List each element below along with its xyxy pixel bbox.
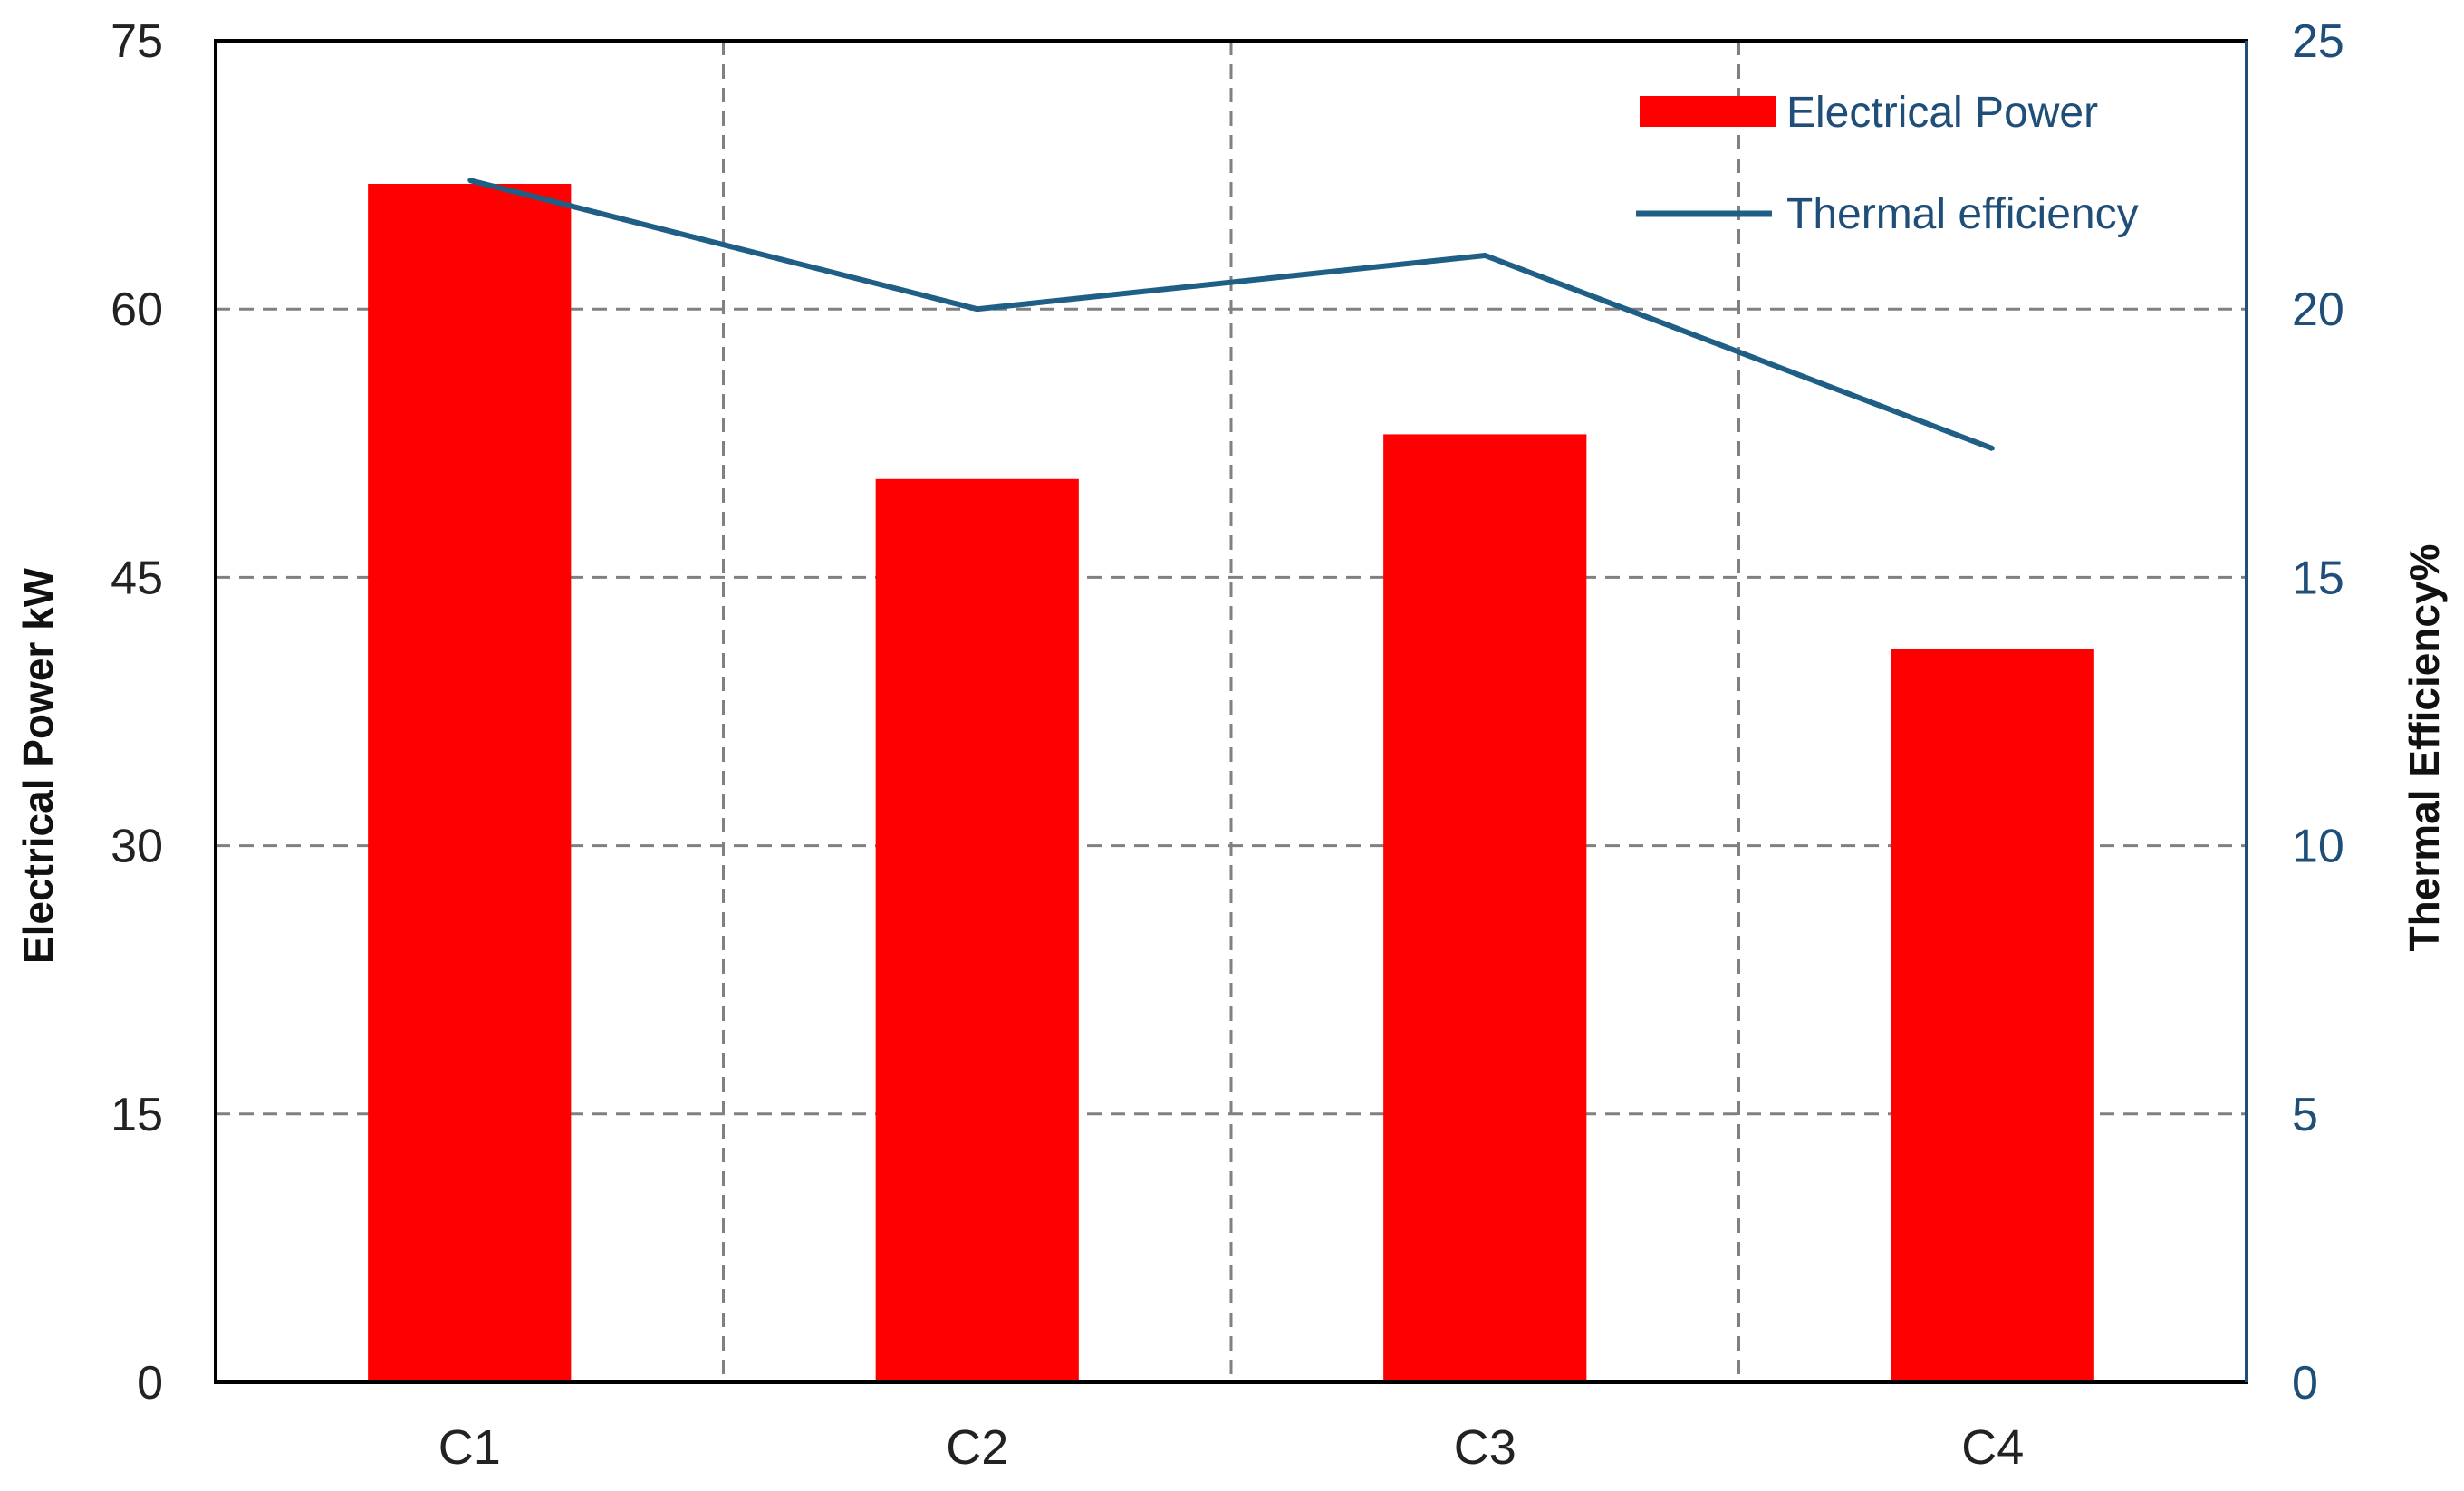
y-tick-label: 45 <box>111 552 163 604</box>
bar-series <box>368 183 2094 1383</box>
y-axis-title: Electrical Power kW <box>14 567 62 964</box>
legend: Electrical Power Thermal efficiency <box>1636 89 2139 238</box>
x-tick-label: C3 <box>1454 1420 1516 1475</box>
bar-c4 <box>1891 649 2094 1382</box>
y2-tick-label: 20 <box>2292 284 2344 336</box>
y2-tick-label: 15 <box>2292 552 2344 604</box>
y-tick-label: 15 <box>111 1089 163 1141</box>
y-tick-label: 60 <box>111 284 163 336</box>
y2-tick-label: 5 <box>2292 1089 2318 1141</box>
y-tick-label: 30 <box>111 821 163 873</box>
y-tick-label: 75 <box>111 15 163 68</box>
legend-swatch-electrical-power <box>1640 96 1776 127</box>
bar-c1 <box>368 183 572 1382</box>
bar-c2 <box>875 478 1079 1382</box>
bar-c3 <box>1383 434 1587 1383</box>
thermal-efficiency-line <box>468 178 1994 452</box>
legend-label-thermal-efficiency: Thermal efficiency <box>1786 190 2139 238</box>
line-series <box>467 178 1995 452</box>
y2-tick-label: 0 <box>2292 1357 2318 1409</box>
legend-label-electrical-power: Electrical Power <box>1786 89 2098 137</box>
x-tick-label: C2 <box>946 1420 1008 1475</box>
left-axis-ticks: 0 15 30 45 60 75 <box>111 15 163 1409</box>
y2-axis-title: Thermal Efficiency% <box>2401 544 2448 952</box>
x-tick-label: C4 <box>1961 1420 2024 1475</box>
x-axis-ticks: C1 C2 C3 C4 <box>438 1420 2025 1475</box>
line-point-c2 <box>975 307 979 312</box>
y2-tick-label: 25 <box>2292 15 2344 68</box>
line-point-c3 <box>1483 253 1487 257</box>
line-point-c1 <box>467 178 472 183</box>
x-tick-label: C1 <box>438 1420 501 1475</box>
y2-tick-label: 10 <box>2292 821 2344 873</box>
line-point-c4 <box>1990 447 1995 451</box>
right-axis-ticks: 0 5 10 15 20 25 <box>2292 15 2344 1409</box>
y-tick-label: 0 <box>137 1357 163 1409</box>
